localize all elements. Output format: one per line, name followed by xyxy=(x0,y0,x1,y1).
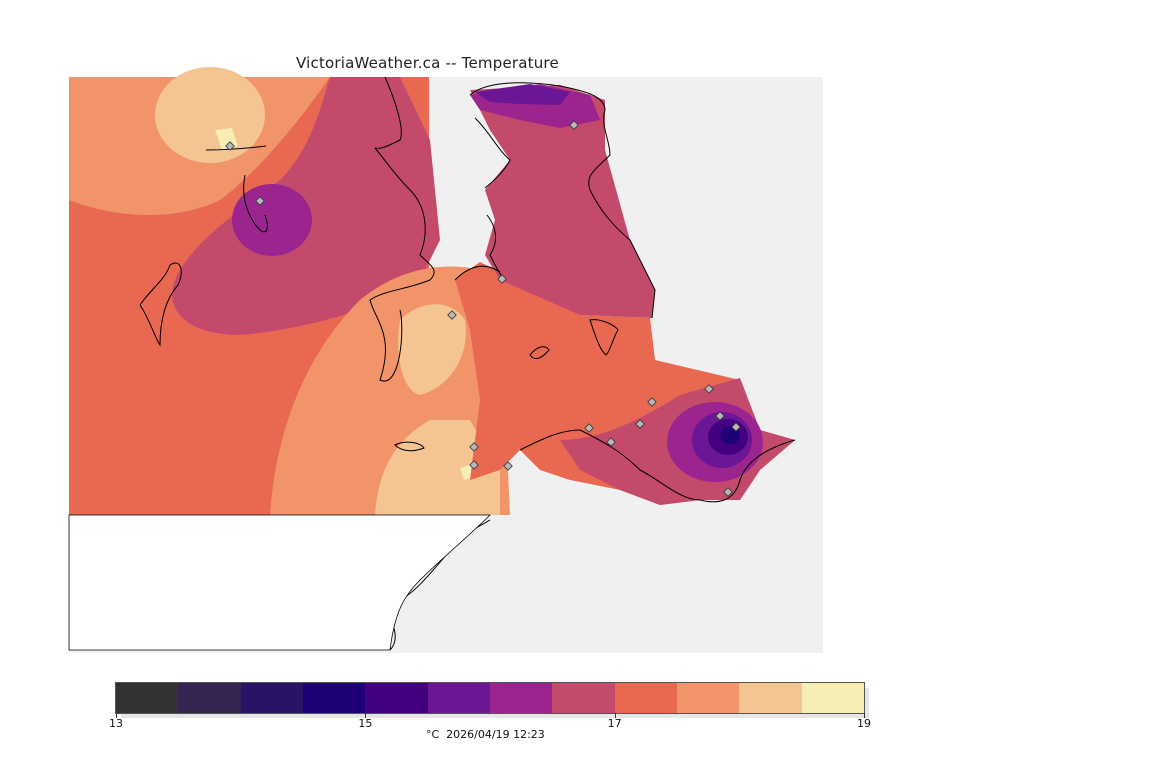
colorbar-swatch xyxy=(676,683,740,713)
station-marker xyxy=(469,442,479,452)
colorbar-swatch xyxy=(302,683,366,713)
colorbar xyxy=(115,682,865,714)
station-marker xyxy=(723,487,733,497)
coastline-small-island-1 xyxy=(589,319,619,356)
colorbar-swatch xyxy=(614,683,677,713)
colorbar-tick-label: 13 xyxy=(109,717,123,730)
south-land xyxy=(68,514,491,651)
colorbar-tick-label: 17 xyxy=(607,717,622,730)
coastline-island-west xyxy=(139,262,182,347)
station-marker xyxy=(704,384,714,394)
colorbar-tick-label: 15 xyxy=(358,717,373,730)
colorbar-swatch xyxy=(240,683,303,713)
temperature-contours xyxy=(69,67,510,515)
station-marker xyxy=(647,397,657,407)
coastline-peninsula xyxy=(369,76,435,382)
contour-15-5-north xyxy=(475,84,570,105)
station-marker xyxy=(497,274,507,284)
contour-18-0-south xyxy=(375,420,500,515)
contour-18-0-north xyxy=(155,67,265,163)
colorbar-swatch xyxy=(489,683,553,713)
colorbar-tick-mark xyxy=(365,713,367,718)
contour-18-0-mid xyxy=(398,304,466,395)
station-marker xyxy=(635,419,645,429)
colorbar-swatch xyxy=(116,683,179,713)
colorbar-tick-mark xyxy=(116,713,117,718)
contour-16-5-north xyxy=(470,85,655,318)
station-marker xyxy=(606,437,616,447)
map-title: VictoriaWeather.ca -- Temperature xyxy=(296,54,559,72)
coastline-inlet-west xyxy=(205,145,268,233)
colorbar-swatch xyxy=(552,683,615,713)
contour-16-0-central xyxy=(232,184,312,256)
station-marker xyxy=(469,460,479,470)
colorbar-tick-mark xyxy=(864,713,865,718)
station-marker xyxy=(569,120,579,130)
coastline-small-island-2 xyxy=(529,346,550,360)
station-marker xyxy=(731,422,741,432)
coastline-small-island-3 xyxy=(394,441,425,452)
coastline-east-south xyxy=(454,265,796,503)
colorbar-swatch xyxy=(801,683,864,713)
station-marker xyxy=(225,141,235,151)
station-markers xyxy=(225,120,741,497)
colorbar-swatch xyxy=(178,683,241,713)
east-landmass xyxy=(455,84,795,505)
coastline-east-north xyxy=(469,82,656,319)
colorbar-tick-mark xyxy=(614,713,616,718)
station-marker xyxy=(584,423,594,433)
station-marker xyxy=(255,196,265,206)
station-marker xyxy=(447,310,457,320)
station-marker xyxy=(503,461,513,471)
colorbar-swatch xyxy=(365,683,428,713)
colorbar-swatch xyxy=(739,683,802,713)
colorbar-caption: °C 2026/04/19 12:23 xyxy=(426,728,545,741)
colorbar-tick-label: 19 xyxy=(857,717,871,730)
colorbar-swatch xyxy=(427,683,490,713)
station-marker xyxy=(715,411,725,421)
coastline-east-mid xyxy=(474,117,511,281)
